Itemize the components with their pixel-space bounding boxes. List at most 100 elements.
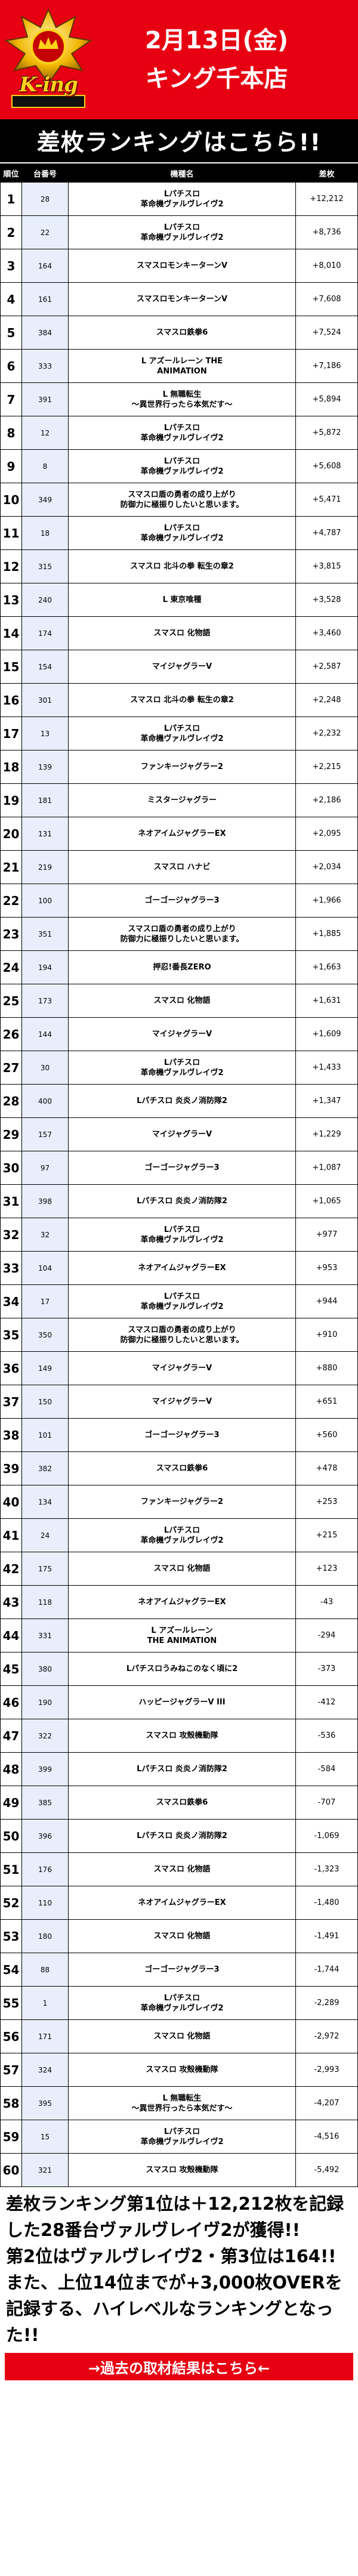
rank-cell: 30 [0,1151,22,1185]
column-header-rank: 順位 [0,163,22,183]
table-row: 24 194 押忍!番長ZERO +1,663 [0,950,358,984]
model-name-cell: Lパチスロ 革命機ヴァルヴレイヴ2 [68,1518,296,1552]
rank-cell: 23 [0,917,22,951]
rank-cell: 13 [0,583,22,617]
machine-number-cell: 301 [21,683,69,717]
rank-cell: 48 [0,1752,22,1786]
rank-cell: 2 [0,215,22,249]
column-header-machine-number: 台番号 [21,163,69,183]
diff-cell: -5,492 [295,2153,358,2187]
diff-cell: -294 [295,1619,358,1653]
table-row: 32 32 Lパチスロ 革命機ヴァルヴレイヴ2 +977 [0,1218,358,1252]
model-name-cell: ハッピージャグラーV III [68,1685,296,1719]
table-row: 34 17 Lパチスロ 革命機ヴァルヴレイヴ2 +944 [0,1284,358,1318]
table-row: 21 219 スマスロ ハナビ +2,034 [0,850,358,884]
diff-cell: +215 [295,1518,358,1552]
ranking-title: 差枚ランキングはこちら!! [0,119,358,163]
table-row: 42 175 スマスロ 化物語 +123 [0,1552,358,1586]
rank-cell: 51 [0,1852,22,1886]
model-name-cell: スマスロ 攻殻機動隊 [68,1719,296,1753]
rank-cell: 12 [0,549,22,583]
diff-cell: +2,186 [295,783,358,817]
rank-cell: 47 [0,1719,22,1753]
table-row: 11 18 Lパチスロ 革命機ヴァルヴレイヴ2 +4,787 [0,516,358,550]
diff-cell: +1,663 [295,950,358,984]
machine-number-cell: 175 [21,1552,69,1586]
diff-cell: +3,815 [295,549,358,583]
machine-number-cell: 321 [21,2153,69,2187]
model-name-cell: スマスロモンキーターンV [68,249,296,283]
machine-number-cell: 384 [21,316,69,350]
model-name-cell: ファンキージャグラー2 [68,1485,296,1519]
machine-number-cell: 395 [21,2086,69,2120]
past-results-link[interactable]: →過去の取材結果はこちら← [5,2353,353,2380]
table-row: 45 380 Lパチスロうみねこのなく頃に2 -373 [0,1652,358,1686]
machine-number-cell: 22 [21,215,69,249]
machine-number-cell: 24 [21,1518,69,1552]
store-name: キング千本店 [145,65,288,92]
machine-number-cell: 349 [21,483,69,517]
diff-cell: +1,433 [295,1051,358,1085]
model-name-cell: Lパチスロ 革命機ヴァルヴレイヴ2 [68,2120,296,2154]
diff-cell: +1,065 [295,1184,358,1218]
table-row: 60 321 スマスロ 攻殻機動隊 -5,492 [0,2153,358,2187]
machine-number-cell: 398 [21,1184,69,1218]
column-header-diff: 差枚 [295,163,358,183]
machine-number-cell: 194 [21,950,69,984]
rank-cell: 4 [0,282,22,316]
rank-cell: 40 [0,1485,22,1519]
rank-cell: 52 [0,1886,22,1920]
diff-cell: +1,609 [295,1017,358,1051]
machine-number-cell: 333 [21,349,69,383]
model-name-cell: マイジャグラーV [68,1117,296,1151]
rank-cell: 39 [0,1451,22,1485]
rank-cell: 17 [0,716,22,750]
column-header-model: 機種名 [68,163,296,183]
rank-cell: 22 [0,884,22,918]
diff-cell: +123 [295,1552,358,1586]
model-name-cell: マイジャグラーV [68,650,296,684]
diff-cell: -2,993 [295,2053,358,2087]
model-name-cell: スマスロ 化物語 [68,616,296,650]
machine-number-cell: 157 [21,1117,69,1151]
ranking-table-body: 1 28 Lパチスロ 革命機ヴァルヴレイヴ2 +12,212 2 22 Lパチスロ 革命機ヴァル… [0,182,358,2187]
diff-cell: +5,872 [295,416,358,450]
machine-number-cell: 149 [21,1351,69,1385]
machine-number-cell: 1 [21,1986,69,2020]
header: K-ing 2月13日(金) キング千本店 [0,0,358,119]
machine-number-cell: 28 [21,182,69,216]
ranking-table: 順位 台番号 機種名 差枚 1 28 Lパチスロ 革命機ヴァルヴレイヴ2 +12,212… [0,163,358,2187]
model-name-cell: Lパチスロ 炎炎ノ消防隊2 [68,1184,296,1218]
diff-cell: -43 [295,1585,358,1619]
diff-cell: +2,215 [295,750,358,784]
model-name-cell: Lパチスロ 革命機ヴァルヴレイヴ2 [68,215,296,249]
rank-cell: 21 [0,850,22,884]
rank-cell: 35 [0,1318,22,1352]
rank-cell: 33 [0,1251,22,1285]
table-row: 10 349 スマスロ盾の勇者の成り上がり 防御力に極振りしたいと思います。 +5,47… [0,483,358,517]
rank-cell: 57 [0,2053,22,2087]
diff-cell: +944 [295,1284,358,1318]
machine-number-cell: 88 [21,1953,69,1987]
model-name-cell: マイジャグラーV [68,1385,296,1419]
diff-cell: +3,528 [295,583,358,617]
model-name-cell: ミスタージャグラー [68,783,296,817]
table-row: 51 176 スマスロ 化物語 -1,323 [0,1852,358,1886]
machine-number-cell: 331 [21,1619,69,1653]
rank-cell: 60 [0,2153,22,2187]
table-row: 28 400 Lパチスロ 炎炎ノ消防隊2 +1,347 [0,1084,358,1118]
machine-number-cell: 139 [21,750,69,784]
machine-number-cell: 240 [21,583,69,617]
machine-number-cell: 391 [21,382,69,416]
rank-cell: 6 [0,349,22,383]
model-name-cell: スマスロモンキーターンV [68,282,296,316]
report-date: 2月13日(金) [144,27,289,54]
table-row: 8 12 Lパチスロ 革命機ヴァルヴレイヴ2 +5,872 [0,416,358,450]
table-row: 30 97 ゴーゴージャグラー3 +1,087 [0,1151,358,1185]
summary-line-3: また、上位14位までが+3,000枚OVERを記録する、ハイレベルなランキングと… [6,2272,342,2345]
rank-cell: 32 [0,1218,22,1252]
diff-cell: +880 [295,1351,358,1385]
diff-cell: +560 [295,1418,358,1452]
model-name-cell: Lパチスロ 革命機ヴァルヴレイヴ2 [68,416,296,450]
diff-cell: +1,966 [295,884,358,918]
